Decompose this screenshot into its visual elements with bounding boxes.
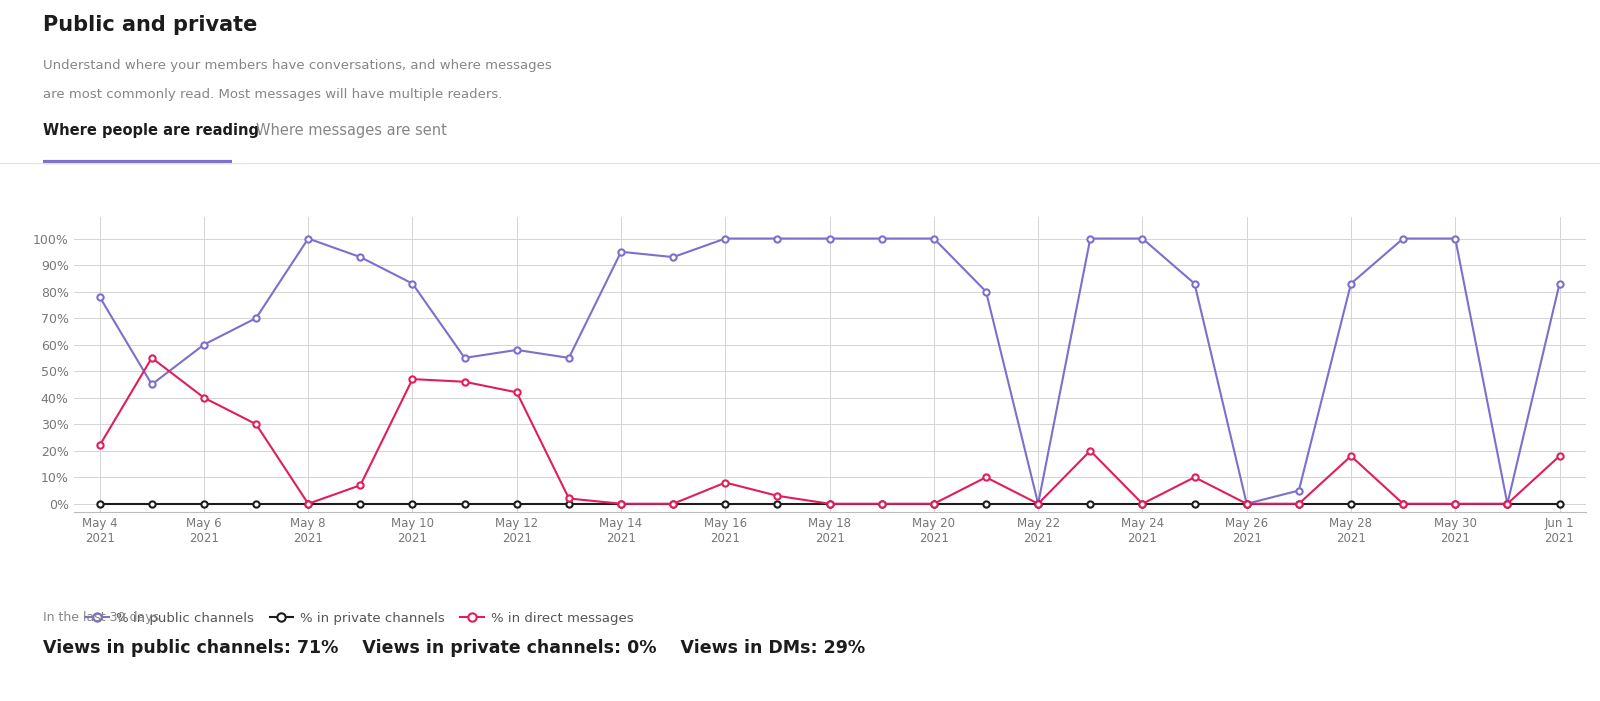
Text: Views in public channels: 71%    Views in private channels: 0%    Views in DMs: : Views in public channels: 71% Views in p…: [43, 639, 866, 658]
Text: Where people are reading: Where people are reading: [43, 123, 259, 137]
Text: Understand where your members have conversations, and where messages: Understand where your members have conve…: [43, 59, 552, 72]
Text: Public and private: Public and private: [43, 15, 258, 36]
Legend: % in public channels, % in private channels, % in direct messages: % in public channels, % in private chann…: [80, 606, 638, 630]
Text: Where messages are sent: Where messages are sent: [256, 123, 446, 137]
Text: In the last 30 days: In the last 30 days: [43, 611, 160, 625]
Text: are most commonly read. Most messages will have multiple readers.: are most commonly read. Most messages wi…: [43, 88, 502, 102]
